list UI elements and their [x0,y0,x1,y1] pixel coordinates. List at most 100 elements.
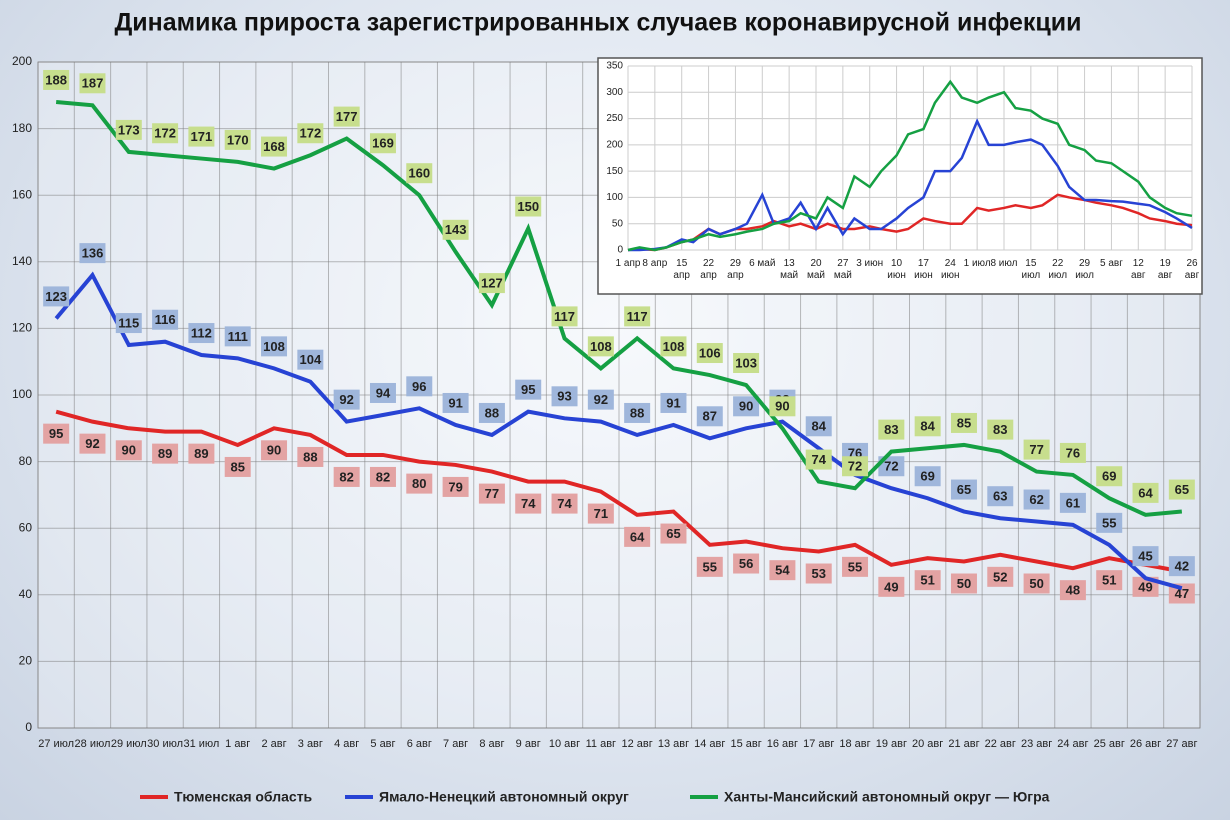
data-label: 188 [45,72,67,87]
inset-x-tick-label: 22 апр [700,258,717,281]
inset-y-tick-label: 0 [617,245,623,256]
data-label-bg [551,386,578,407]
data-label: 160 [408,166,430,181]
y-tick-label: 20 [19,654,33,668]
data-label: 136 [82,246,104,261]
x-tick-label: 9 авг [515,738,541,750]
data-label: 92 [85,436,99,451]
data-label-bg [152,443,179,464]
data-label: 80 [412,476,426,491]
data-label: 150 [517,199,539,214]
data-label-bg [696,406,723,427]
data-label: 64 [1138,485,1153,500]
x-tick-label: 12 авг [621,738,653,750]
data-label: 62 [1029,492,1043,507]
data-label-bg [261,440,288,461]
inset-x-tick-label: 29 апр [727,258,744,281]
data-label-bg [914,416,941,437]
inset-y-tick-label: 200 [606,139,623,150]
x-tick-label: 21 авг [948,738,980,750]
data-label: 56 [739,556,753,571]
data-label-bg [297,349,324,370]
data-label-bg [369,466,396,487]
data-label: 79 [448,479,462,494]
x-tick-label: 28 июл [74,738,111,750]
x-tick-label: 5 авг [370,738,396,750]
x-tick-label: 24 авг [1057,738,1089,750]
legend-label: Ямало-Ненецкий автономный округ [379,789,629,805]
data-label: 82 [339,469,353,484]
data-label-bg [115,440,142,461]
data-label-bg [1059,492,1086,513]
data-label-bg [950,479,977,500]
data-label: 170 [227,132,249,147]
inset-x-tick-label: 20 май [806,258,826,281]
data-label: 90 [267,443,281,458]
data-label: 88 [630,405,644,420]
data-label: 51 [920,573,934,588]
data-label: 92 [594,392,608,407]
x-tick-label: 2 авг [261,738,287,750]
data-label-bg [805,416,832,437]
data-label-bg [79,243,106,264]
data-label-bg [1059,442,1086,463]
data-label: 89 [158,446,172,461]
inset-series-line [627,79,1193,252]
y-tick-label: 160 [12,187,32,201]
inset-y-tick-label: 50 [612,218,624,229]
data-label-bg [587,503,614,524]
data-label-bg [406,163,433,184]
data-label-bg [115,313,142,334]
inset-x-tick-label: 12 авг [1131,258,1146,281]
y-tick-label: 140 [12,254,32,268]
data-label-bg [878,456,905,477]
data-label: 65 [1175,482,1189,497]
inset-y-tick-label: 350 [606,61,623,72]
data-label: 90 [739,399,753,414]
data-label-bg [587,389,614,410]
data-label: 87 [703,409,717,424]
data-label: 187 [82,76,104,91]
data-label: 69 [1102,469,1116,484]
x-tick-label: 18 авг [839,738,871,750]
data-label: 83 [993,422,1007,437]
inset-x-tick-label: 5 авг [1099,258,1123,269]
data-label-bg [805,449,832,470]
data-label-bg [43,286,70,307]
data-label: 90 [775,399,789,414]
data-label-bg [333,389,360,410]
data-label-bg [805,563,832,584]
data-label-bg [261,336,288,357]
data-label: 95 [521,382,535,397]
y-tick-label: 200 [12,54,32,68]
data-label-bg [43,423,70,444]
data-label-bg [696,556,723,577]
data-label: 69 [920,469,934,484]
x-tick-label: 11 авг [585,738,617,750]
data-label: 171 [191,129,213,144]
data-label-bg [878,419,905,440]
data-label-bg [442,392,469,413]
inset-x-tick-label: 29 июл [1075,258,1094,281]
data-label-bg [696,343,723,364]
data-label: 143 [445,222,467,237]
x-tick-label: 16 авг [766,738,799,750]
x-tick-label: 6 авг [406,738,432,750]
data-label: 74 [557,496,572,511]
data-label: 65 [957,482,971,497]
data-label: 91 [666,395,680,410]
data-label-bg [987,486,1014,507]
x-tick-label: 22 авг [984,738,1016,750]
inset-x-tick-label: 22 июл [1048,258,1068,281]
inset-x-tick-label: 19 авг [1157,258,1173,281]
data-label: 111 [228,329,248,344]
data-label-bg [660,523,687,544]
x-tick-label: 3 авг [297,738,323,750]
data-label: 172 [154,126,176,141]
x-tick-label: 26 авг [1129,738,1162,750]
data-label: 169 [372,136,394,151]
data-label-bg [769,396,796,417]
data-label: 85 [957,415,971,430]
data-label-bg [660,392,687,413]
x-tick-label: 20 авг [912,738,944,750]
